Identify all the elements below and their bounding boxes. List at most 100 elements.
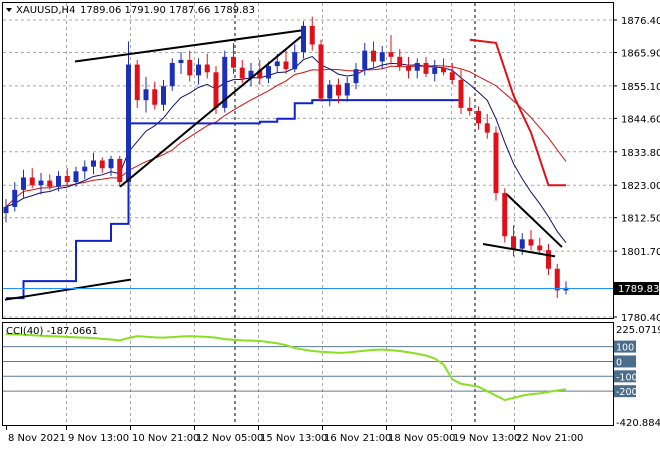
price-tick-label: 1833.80 (621, 148, 660, 159)
stop-level-line (6, 99, 461, 300)
ohlc-values: 1789.06 1791.90 1787.66 1789.83 (80, 5, 255, 16)
candle-body[interactable] (362, 50, 368, 70)
candle-body[interactable] (143, 89, 149, 101)
candle-body[interactable] (3, 206, 9, 214)
candle-body[interactable] (178, 59, 184, 64)
candle-body[interactable] (441, 67, 446, 73)
trendline[interactable] (4, 278, 132, 301)
candle-body[interactable] (231, 56, 236, 68)
candle-body[interactable] (239, 67, 245, 79)
time-tick-label: 10 Nov 21:00 (132, 433, 199, 444)
candle-body[interactable] (196, 64, 201, 76)
candle-body[interactable] (292, 52, 298, 70)
candle-body[interactable] (99, 160, 105, 169)
candle-body[interactable] (379, 52, 385, 62)
candle-body[interactable] (484, 123, 490, 133)
time-tick-label: 9 Nov 13:00 (68, 433, 129, 444)
candle-body[interactable] (64, 175, 70, 183)
candle-body[interactable] (397, 56, 403, 67)
candle-body[interactable] (318, 44, 324, 99)
time-tick-label: 22 Nov 21:00 (516, 433, 583, 444)
candle-body[interactable] (467, 107, 473, 111)
candle-body[interactable] (169, 63, 175, 87)
symbol-timeframe: XAUUSD,H4 (16, 5, 75, 16)
candle-body[interactable] (134, 64, 140, 101)
candle-body[interactable] (91, 160, 96, 167)
candle-body[interactable] (371, 50, 376, 62)
candle-body[interactable] (432, 67, 438, 74)
candle-body[interactable] (476, 110, 481, 124)
candle-body[interactable] (47, 180, 53, 187)
candle-body[interactable] (353, 69, 359, 84)
candle-body[interactable] (423, 63, 429, 74)
candlesticks[interactable] (3, 16, 569, 299)
candle-body[interactable] (336, 84, 341, 96)
cci-level-label: -100 (616, 372, 638, 383)
candle-body[interactable] (283, 61, 289, 70)
time-tick-label: 8 Nov 2021 (8, 433, 66, 444)
candle-body[interactable] (327, 84, 333, 99)
trendline[interactable] (119, 35, 302, 188)
candle-body[interactable] (152, 89, 158, 105)
candle-body[interactable] (458, 80, 464, 108)
candle-body[interactable] (414, 63, 420, 71)
candle-body[interactable] (406, 66, 411, 71)
cci-level-tag (614, 340, 636, 353)
candle-body[interactable] (29, 177, 35, 186)
candle-body[interactable] (12, 189, 18, 207)
dropdown-triangle-icon[interactable] (6, 8, 12, 12)
candle-body[interactable] (38, 180, 44, 186)
candle-body[interactable] (213, 72, 219, 108)
candle-body[interactable] (222, 56, 228, 108)
time-tick-label: 18 Nov 05:00 (388, 433, 455, 444)
cci-pane-border (2, 322, 614, 426)
current-price-tag (614, 282, 659, 295)
time-tick-label: 16 Nov 21:00 (324, 433, 391, 444)
candle-body[interactable] (73, 171, 79, 183)
candle-body[interactable] (554, 268, 560, 291)
cci-line (5, 332, 567, 402)
candle-body[interactable] (519, 239, 525, 249)
candle-body[interactable] (117, 158, 123, 183)
trendline[interactable] (74, 29, 302, 63)
trendlines[interactable] (4, 29, 563, 301)
candle-body[interactable] (126, 64, 131, 183)
candle-body[interactable] (56, 175, 61, 187)
price-tick-label: 1865.90 (621, 48, 660, 59)
cci-pane: 100 0 -100 -200 (3, 332, 638, 402)
candle-body[interactable] (248, 70, 254, 79)
candle-body[interactable] (204, 64, 210, 73)
candle-body[interactable] (82, 166, 88, 172)
cci-level-tag (614, 385, 636, 398)
candle-body[interactable] (21, 177, 26, 190)
candle-body[interactable] (449, 72, 455, 81)
candle-body[interactable] (493, 132, 499, 193)
price-tick-label: 1801.70 (621, 247, 660, 258)
candle-body[interactable] (537, 245, 543, 251)
candle-body[interactable] (502, 192, 508, 237)
trendline[interactable] (482, 243, 556, 258)
candle-body[interactable] (274, 61, 280, 67)
candle-body[interactable] (528, 239, 534, 246)
trendline[interactable] (506, 193, 563, 248)
candle-body[interactable] (301, 25, 306, 53)
candle-body[interactable] (108, 158, 114, 169)
candle-body[interactable] (511, 236, 516, 249)
indicator-lines (5, 38, 567, 300)
session-separators (234, 3, 476, 425)
candle-body[interactable] (388, 52, 394, 57)
candle-body[interactable] (344, 83, 350, 96)
candle-body[interactable] (309, 25, 315, 45)
candle-body[interactable] (546, 250, 551, 269)
cci-level-tag (614, 355, 636, 368)
current-price-label: 1789.83 (618, 284, 659, 295)
candle-body[interactable] (161, 86, 166, 105)
cci-level-label: 100 (616, 343, 634, 354)
candle-body[interactable] (266, 66, 271, 79)
cci-scale-top-bg (614, 323, 659, 335)
candle-body[interactable] (563, 287, 569, 291)
candle-body[interactable] (257, 70, 263, 79)
candle-body[interactable] (187, 59, 193, 76)
